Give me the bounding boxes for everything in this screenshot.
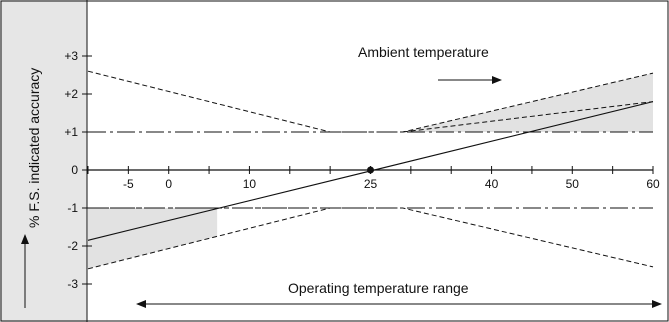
y-axis-label-arrow bbox=[21, 234, 29, 308]
operating-range-arrow bbox=[136, 300, 662, 308]
y-tick-label: -2 bbox=[67, 239, 78, 253]
ambient-arrow bbox=[438, 76, 502, 84]
y-tick-label: +1 bbox=[64, 125, 78, 139]
y-axis-label: % F.S. indicated accuracy bbox=[26, 68, 42, 228]
y-tick-label: -1 bbox=[67, 201, 78, 215]
x-tick-label: 25 bbox=[364, 177, 378, 191]
x-tick-label: 0 bbox=[165, 177, 172, 191]
reference-point bbox=[367, 166, 374, 174]
y-tick-label: -3 bbox=[67, 277, 78, 291]
annotation-operating-range: Operating temperature range bbox=[288, 280, 469, 296]
series-line-3 bbox=[87, 207, 654, 270]
x-tick-label: 10 bbox=[243, 177, 257, 191]
x-tick-label: 50 bbox=[566, 177, 580, 191]
series-line-2 bbox=[87, 70, 654, 133]
reference-lines bbox=[88, 131, 653, 209]
x-tick-label: 60 bbox=[646, 177, 660, 191]
y-tick-label: 0 bbox=[71, 163, 78, 177]
ylabel-band bbox=[0, 0, 87, 322]
annotation-ambient-temperature: Ambient temperature bbox=[358, 44, 489, 60]
y-ticks: +3 +2 +1 0 -1 -2 -3 bbox=[64, 49, 92, 291]
y-tick-label: +3 bbox=[64, 49, 78, 63]
y-tick-label: +2 bbox=[64, 87, 78, 101]
x-tick-label: -5 bbox=[123, 177, 134, 191]
shaded-region-1 bbox=[88, 208, 218, 269]
series-line-5 bbox=[402, 101, 654, 133]
x-tick-label: 40 bbox=[485, 177, 499, 191]
